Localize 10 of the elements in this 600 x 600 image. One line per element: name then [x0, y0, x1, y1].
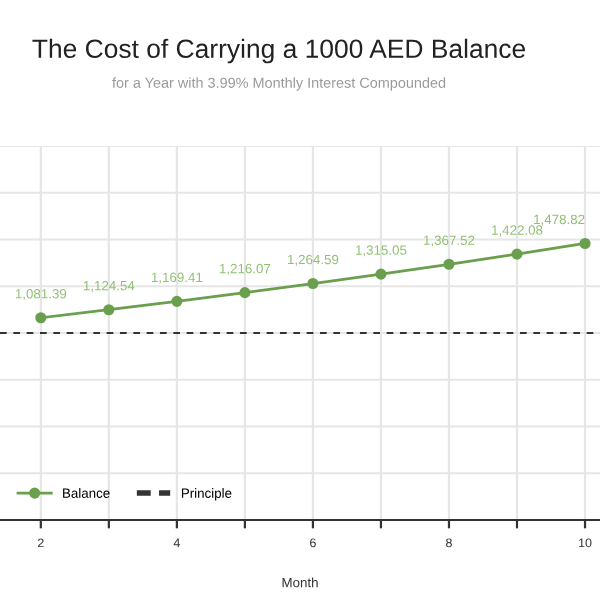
point — [443, 258, 455, 270]
point — [171, 295, 183, 307]
point — [103, 304, 115, 316]
point — [579, 237, 591, 250]
point — [307, 277, 319, 290]
point — [511, 248, 523, 260]
chart-title: The Cost of Carrying a 1000 AED Balance — [32, 38, 526, 64]
point — [35, 312, 47, 324]
point — [239, 287, 251, 299]
point — [375, 268, 387, 280]
